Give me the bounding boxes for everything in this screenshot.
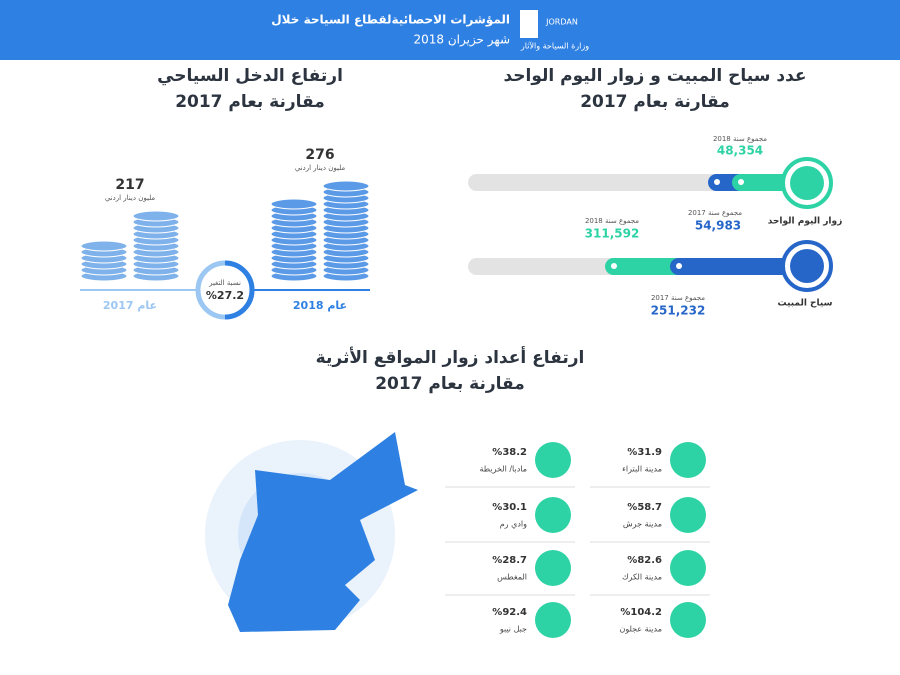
- label-2017: عام 2017: [103, 299, 157, 312]
- site-icon: [535, 497, 571, 533]
- dot: [611, 263, 617, 269]
- logo-text: JORDAN: [545, 18, 578, 27]
- row2-label: سياح المبيت: [778, 299, 833, 309]
- site-value: %31.9: [627, 447, 662, 458]
- label-2018: عام 2018: [293, 299, 347, 312]
- income-2018-unit: مليون دينار اردني: [295, 164, 346, 172]
- icon: [790, 166, 824, 200]
- sites-title: ارتفاع أعداد زوار المواقع الأثرية: [316, 346, 585, 368]
- row1-value-2018: 48,354: [717, 144, 763, 158]
- row2-value-2017: 251,232: [651, 304, 706, 318]
- site-icon: [535, 442, 571, 478]
- site-icon: [670, 497, 706, 533]
- site-name: مدينة عجلون: [619, 625, 662, 634]
- income-2017-unit: مليون دينار اردني: [105, 194, 156, 202]
- site-name: مدينة الكرك: [622, 573, 662, 582]
- site-value: %30.1: [492, 502, 527, 513]
- income-subtitle: مقارنة بعام 2017: [175, 92, 325, 112]
- site-value: %28.7: [492, 555, 527, 566]
- site-value: %58.7: [627, 502, 662, 513]
- dot: [676, 263, 682, 269]
- visitors-subtitle: مقارنة بعام 2017: [580, 92, 730, 112]
- dot: [714, 179, 720, 185]
- row2-label-2018: مجموع سنة 2018: [585, 217, 639, 225]
- site-value: %104.2: [620, 607, 662, 618]
- row1-label-2017: مجموع سنة 2017: [688, 209, 742, 217]
- change-arc: [224, 260, 255, 320]
- coins: [80, 180, 370, 282]
- bar-2017: [670, 258, 798, 275]
- row2-value-2018: 311,592: [585, 227, 640, 241]
- site-icon: [670, 550, 706, 586]
- site-value: %38.2: [492, 447, 527, 458]
- site-icon: [535, 550, 571, 586]
- site-name: المغطس: [497, 573, 527, 582]
- row1-label: زوار اليوم الواحد: [768, 217, 843, 227]
- map: [228, 432, 418, 632]
- site-name: مدينة جرش: [623, 520, 662, 529]
- header-title: المؤشرات الاحصائيةلقطاع السياحة خلال: [271, 13, 510, 28]
- coin: [322, 180, 370, 192]
- income-2017-value: 217: [115, 177, 144, 193]
- dot: [738, 179, 744, 185]
- site-name: مدينة البتراء: [622, 465, 662, 474]
- ministry: وزارة السياحة والآثار: [520, 41, 589, 51]
- icon: [790, 249, 824, 283]
- site-name: جبل نيبو: [499, 625, 527, 634]
- income-title: ارتفاع الدخل السياحي: [157, 66, 343, 86]
- site-value: %92.4: [492, 607, 527, 618]
- site-icon: [670, 442, 706, 478]
- site-value: %82.6: [627, 555, 662, 566]
- site-icon: [535, 602, 571, 638]
- row1-label-2018: مجموع سنة 2018: [713, 135, 767, 143]
- change-label: نسبة التغير: [208, 279, 241, 287]
- row1-value-2017: 54,983: [695, 219, 741, 233]
- row2-label-2017: مجموع سنة 2017: [651, 294, 705, 302]
- header-bar: [0, 0, 900, 60]
- sites-subtitle: مقارنة بعام 2017: [375, 374, 525, 394]
- income-2018-value: 276: [305, 147, 334, 163]
- header-subtitle: شهر حزيران 2018: [413, 33, 510, 48]
- site-name: وادي رم: [500, 520, 527, 529]
- coin: [270, 198, 318, 210]
- visitors-title: عدد سياح المبيت و زوار اليوم الواحد: [503, 66, 806, 86]
- coin: [80, 240, 128, 252]
- change-value: %27.2: [206, 289, 244, 302]
- site-name: مادبا/ الخريطة: [479, 465, 527, 474]
- sites-list: %31.9 مدينة البتراء %38.2 مادبا/ الخريطة %58…: [445, 442, 710, 638]
- coin: [132, 210, 180, 222]
- site-icon: [670, 602, 706, 638]
- logo-mark: [520, 10, 538, 38]
